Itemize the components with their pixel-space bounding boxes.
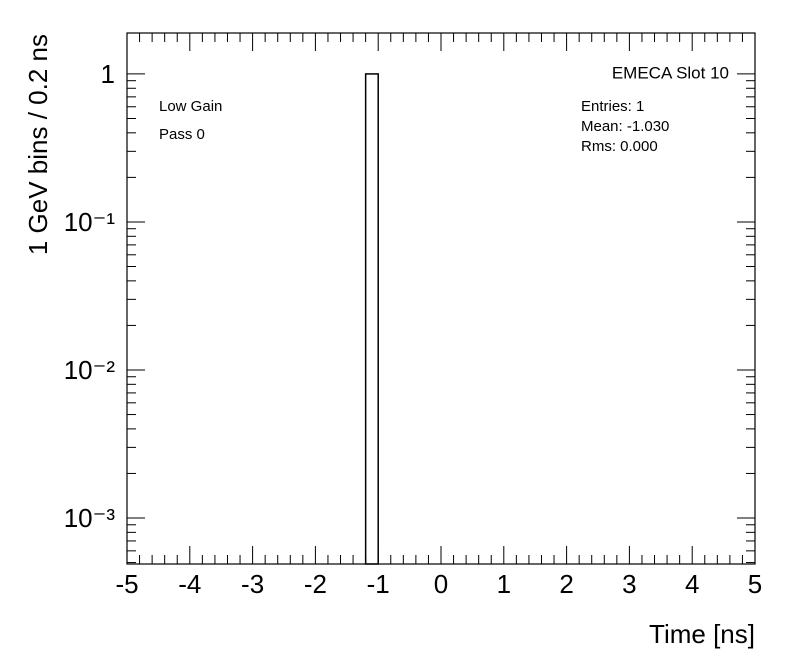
x-tick-label: 1 (497, 569, 511, 599)
x-tick-label: 0 (434, 569, 448, 599)
y-tick-label: 10⁻² (64, 355, 116, 385)
x-tick-label: -3 (241, 569, 264, 599)
chart-title: EMECA Slot 10 (612, 63, 729, 82)
stats-rms: Rms: 0.000 (581, 138, 658, 155)
stats-mean: Mean: -1.030 (581, 118, 669, 135)
y-tick-label: 10⁻¹ (64, 207, 116, 237)
x-tick-label: -2 (304, 569, 327, 599)
stats-entries: Entries: 1 (581, 98, 644, 115)
x-tick-label: 2 (559, 569, 573, 599)
annotation: Low Gain (159, 98, 222, 115)
x-tick-label: -5 (115, 569, 138, 599)
x-axis-label: Time [ns] (649, 619, 755, 649)
x-tick-label: 4 (685, 569, 699, 599)
x-tick-label: 5 (748, 569, 762, 599)
y-tick-label: 10⁻³ (64, 503, 116, 533)
x-tick-label: 3 (622, 569, 636, 599)
x-tick-label: -1 (367, 569, 390, 599)
x-tick-label: -4 (178, 569, 201, 599)
annotation: Pass 0 (159, 126, 205, 143)
bar (364, 73, 379, 565)
y-axis-label: 1 GeV bins / 0.2 ns (23, 34, 53, 255)
y-tick-label: 1 (101, 59, 115, 89)
